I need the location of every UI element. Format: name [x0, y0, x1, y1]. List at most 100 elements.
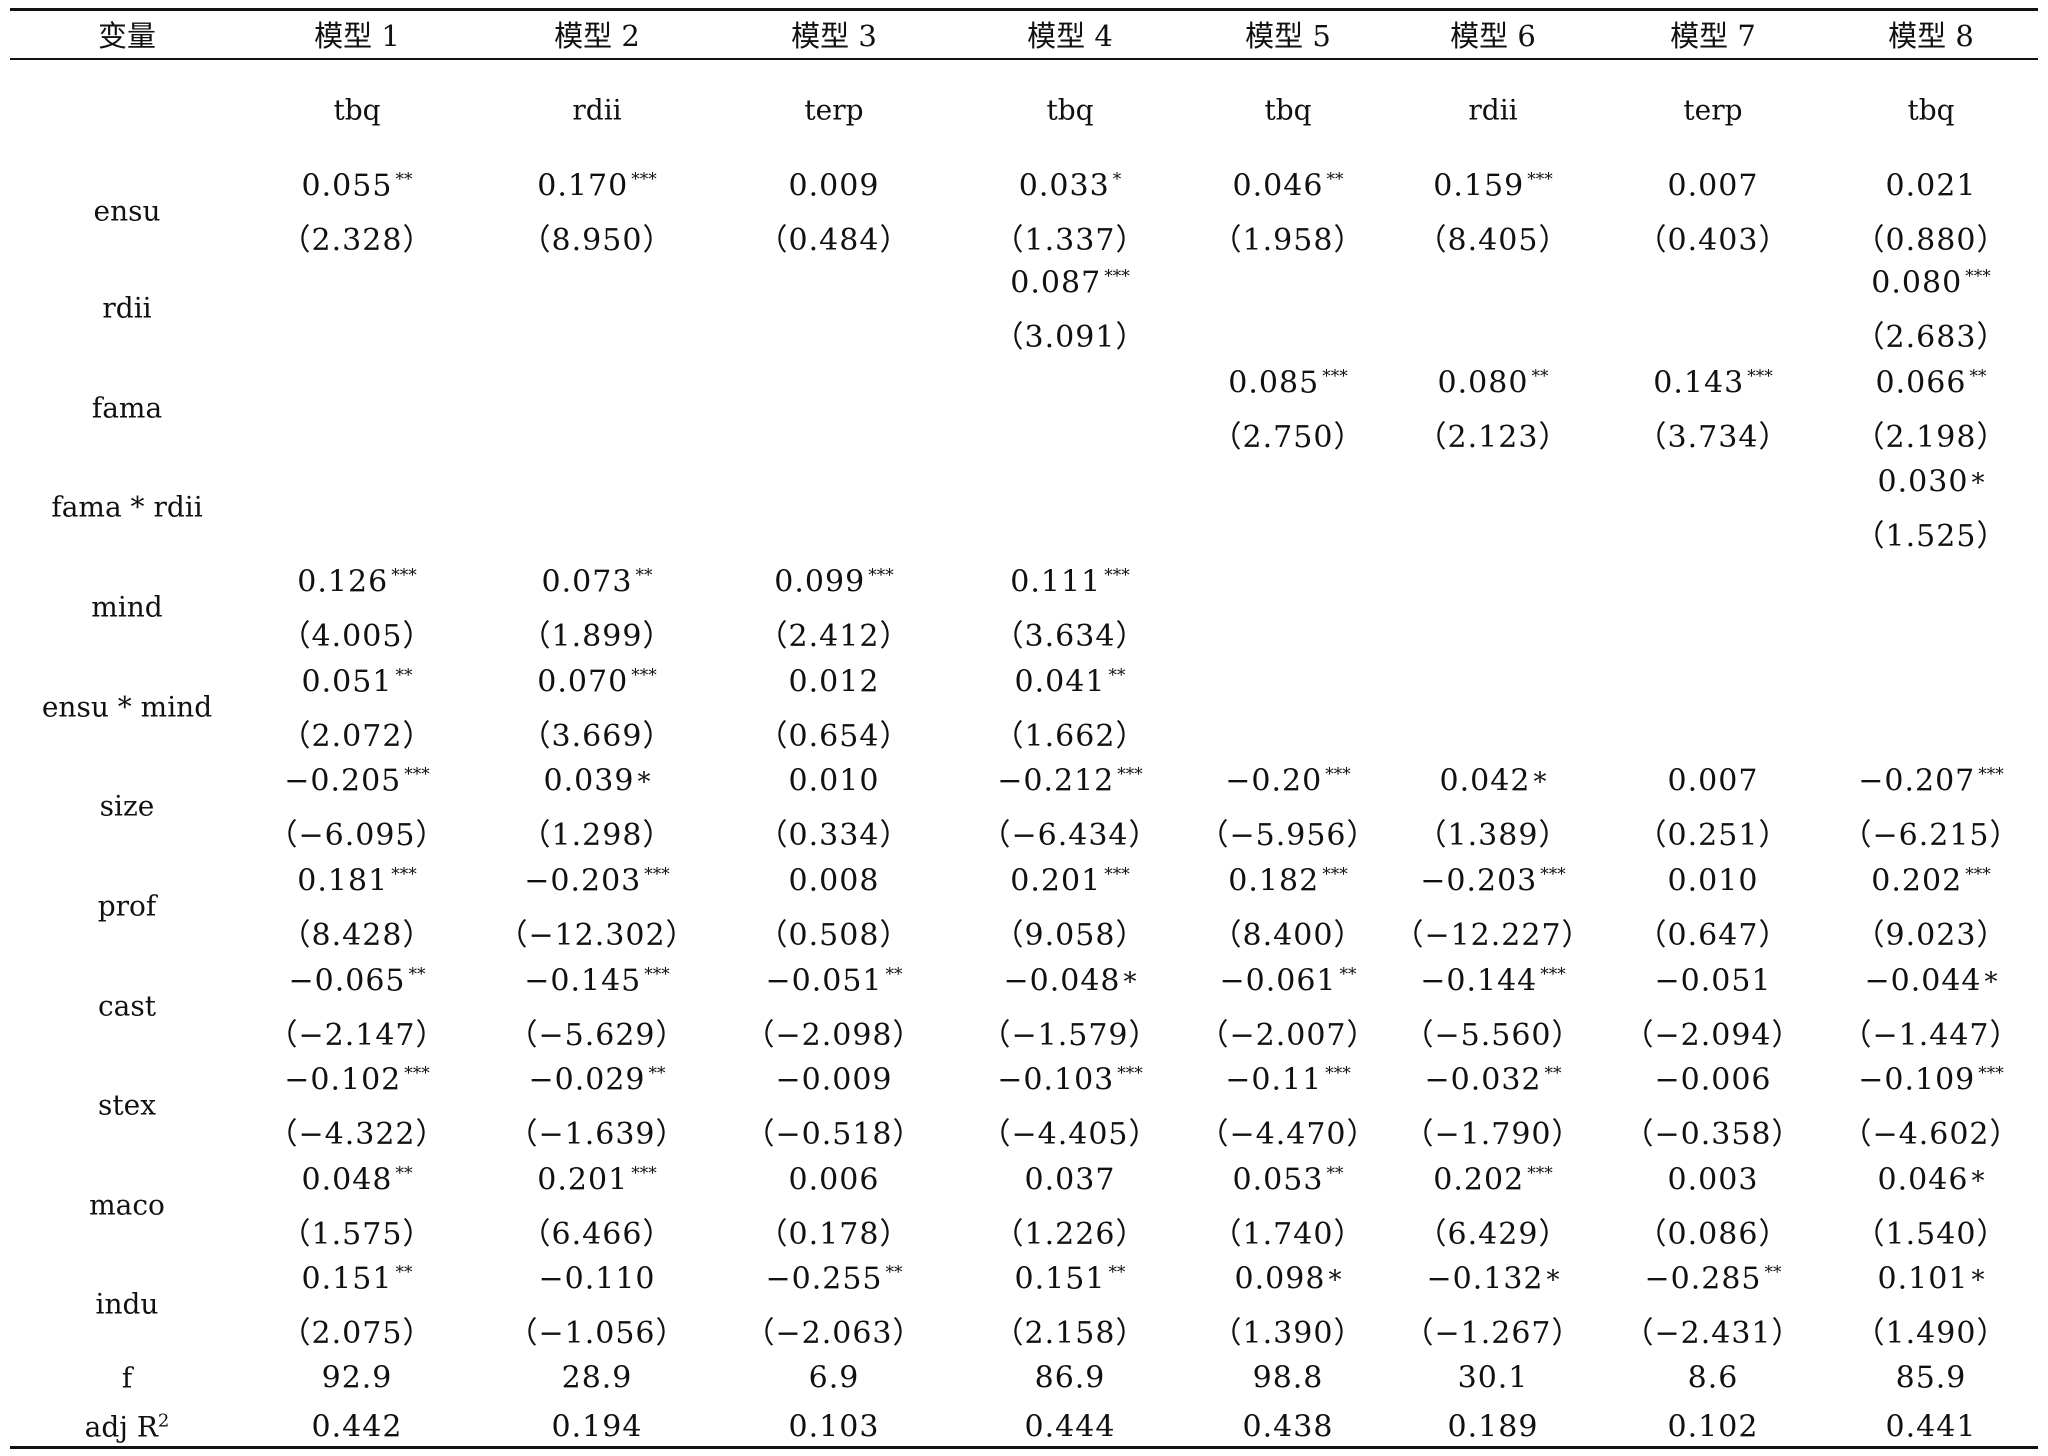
significance-stars: ***: [391, 565, 417, 586]
significance-stars: **: [408, 964, 426, 985]
model-header: 模型 5: [1245, 19, 1331, 53]
t-statistic: （−2.098）: [744, 1018, 924, 1053]
coefficient: 0.159 ***: [1433, 168, 1553, 204]
significance-stars: *: [1123, 967, 1137, 998]
significance-stars: ***: [644, 864, 670, 885]
t-statistic: （9.058）: [993, 918, 1147, 953]
t-statistic: （0.086）: [1636, 1217, 1790, 1252]
t-statistic: （−4.470）: [1198, 1117, 1378, 1152]
dependent-variable: tbq: [1907, 93, 1955, 127]
t-statistic: （2.750）: [1211, 420, 1365, 455]
significance-stars: **: [395, 1163, 413, 1184]
significance-stars: *: [1971, 1166, 1985, 1197]
t-statistic: （−6.215）: [1841, 818, 2021, 853]
coefficient: 0.111 ***: [1010, 564, 1130, 600]
significance-stars: **: [1108, 665, 1126, 686]
significance-stars: ***: [1322, 864, 1348, 885]
significance-stars: *: [1971, 468, 1985, 499]
t-statistic: （2.123）: [1416, 420, 1570, 455]
t-statistic: （0.334）: [757, 818, 911, 853]
significance-stars: *: [1984, 967, 1998, 998]
dependent-variable: rdii: [572, 93, 622, 127]
t-statistic: （−2.007）: [1198, 1018, 1378, 1053]
coefficient: 0.066 **: [1875, 365, 1987, 401]
coefficient: 0.037: [1024, 1162, 1116, 1198]
f-value: 8.6: [1687, 1360, 1739, 1396]
coefficient: −0.048 *: [1003, 963, 1137, 999]
variable-label: fama: [91, 391, 163, 425]
t-statistic: （1.490）: [1854, 1316, 2008, 1351]
t-statistic: （2.683）: [1854, 320, 2008, 355]
significance-stars: ***: [868, 565, 894, 586]
significance-stars: **: [395, 169, 413, 190]
f-value: 28.9: [561, 1360, 633, 1396]
significance-stars: **: [1531, 366, 1549, 387]
significance-stars: ***: [1104, 864, 1130, 885]
t-statistic: （0.178）: [757, 1217, 911, 1252]
significance-stars: **: [885, 964, 903, 985]
t-statistic: （−6.095）: [267, 818, 447, 853]
coefficient: 0.053 **: [1232, 1162, 1344, 1198]
coefficient: 0.051 **: [301, 664, 413, 700]
coefficient: 0.042 *: [1439, 763, 1547, 799]
significance-stars: *: [1546, 1265, 1560, 1296]
coefficient: −0.032 **: [1424, 1062, 1562, 1098]
t-statistic: （3.669）: [520, 719, 674, 754]
adj-r2-value: 0.438: [1242, 1409, 1334, 1445]
t-statistic: （1.298）: [520, 818, 674, 853]
variable-label: indu: [95, 1287, 159, 1321]
model-header: 模型 4: [1027, 19, 1113, 53]
variable-label: fama * rdii: [51, 490, 203, 524]
variable-label: mind: [91, 590, 163, 624]
t-statistic: （−1.790）: [1403, 1117, 1583, 1152]
t-statistic: （0.654）: [757, 719, 911, 754]
significance-stars: ***: [1978, 1063, 2004, 1084]
coefficient: 0.099 ***: [774, 564, 894, 600]
coefficient: 0.087 ***: [1010, 265, 1130, 301]
adj-r2-value: 0.441: [1885, 1409, 1977, 1445]
coefficient: −0.205 ***: [284, 763, 430, 799]
model-header: 模型 3: [791, 19, 877, 53]
model-header: 模型 7: [1670, 19, 1756, 53]
coefficient: 0.021: [1885, 168, 1977, 204]
significance-stars: ***: [1325, 764, 1351, 785]
significance-stars: ***: [1117, 764, 1143, 785]
coefficient: 0.085 ***: [1228, 365, 1348, 401]
coefficient: 0.048 **: [301, 1162, 413, 1198]
variable-label: size: [99, 789, 155, 823]
dependent-variable: rdii: [1468, 93, 1518, 127]
corner-label: 变量: [97, 19, 157, 53]
t-statistic: （2.328）: [280, 223, 434, 258]
model-header: 模型 8: [1888, 19, 1974, 53]
significance-stars: ***: [1965, 864, 1991, 885]
coefficient: 0.202 ***: [1871, 863, 1991, 899]
significance-stars: *: [1533, 767, 1547, 798]
coefficient: 0.070 ***: [537, 664, 657, 700]
coefficient: −0.109 ***: [1858, 1062, 2004, 1098]
significance-stars: ***: [631, 169, 657, 190]
coefficient: 0.080 **: [1437, 365, 1549, 401]
variable-label: rdii: [102, 291, 152, 325]
t-statistic: （0.508）: [757, 918, 911, 953]
variable-label: adj R2: [84, 1410, 170, 1444]
t-statistic: （−1.056）: [507, 1316, 687, 1351]
coefficient: 0.041 **: [1014, 664, 1126, 700]
variable-label: stex: [98, 1088, 156, 1122]
t-statistic: （−0.358）: [1623, 1117, 1803, 1152]
dependent-variable: terp: [804, 93, 864, 127]
f-value: 85.9: [1895, 1360, 1967, 1396]
significance-stars: *: [1112, 169, 1122, 190]
coefficient: 0.202 ***: [1433, 1162, 1553, 1198]
coefficient: 0.201 ***: [1010, 863, 1130, 899]
t-statistic: （1.899）: [520, 619, 674, 654]
t-statistic: （4.005）: [280, 619, 434, 654]
coefficient: 0.182 ***: [1228, 863, 1348, 899]
significance-stars: ***: [404, 764, 430, 785]
adj-r2-value: 0.442: [311, 1409, 403, 1445]
coefficient: −0.103 ***: [997, 1062, 1143, 1098]
t-statistic: （1.337）: [993, 223, 1147, 258]
coefficient: 0.126 ***: [297, 564, 417, 600]
t-statistic: （1.540）: [1854, 1217, 2008, 1252]
significance-stars: ***: [404, 1063, 430, 1084]
coefficient: 0.006: [788, 1162, 880, 1198]
